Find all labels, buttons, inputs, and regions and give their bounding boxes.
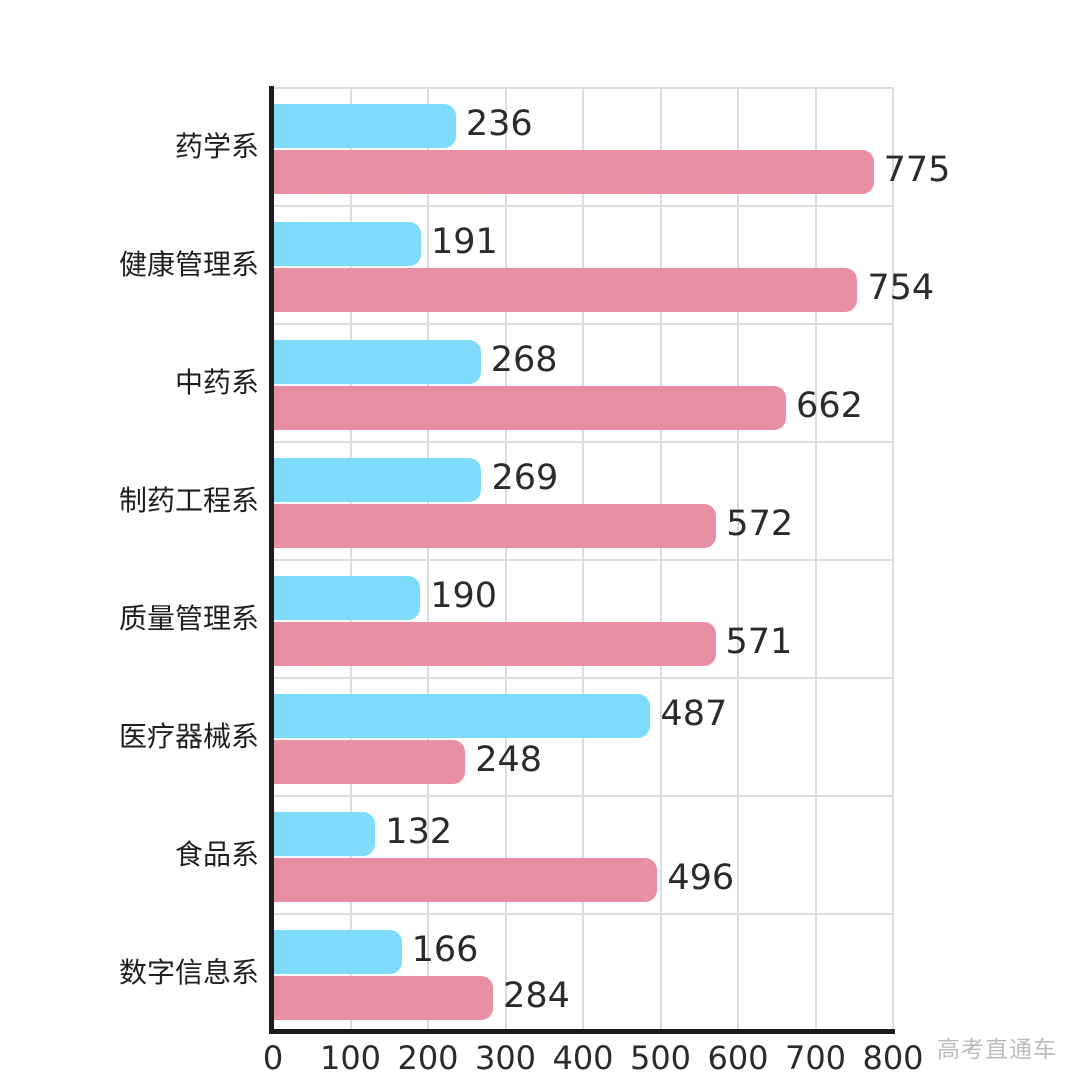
category-label: 中药系: [174, 366, 259, 399]
bar-value-label: 190: [430, 576, 498, 617]
x-tick-label: 100: [319, 1039, 382, 1077]
blue-bar: 132: [273, 812, 452, 856]
category-row: 132 496: [273, 796, 893, 914]
category-label: 健康管理系: [118, 248, 259, 281]
blue-bar: 190: [273, 576, 497, 620]
horizontal-gridline: [273, 87, 893, 89]
bar-value-label: 166: [411, 930, 479, 971]
category-row: 191 754: [273, 206, 934, 324]
blue-bar: 269: [273, 458, 558, 502]
horizontal-gridline: [273, 795, 893, 797]
pink-bar: 248: [273, 740, 542, 784]
category-label: 医疗器械系: [118, 720, 259, 753]
bar-value-label: 775: [883, 150, 951, 191]
x-tick-label: 700: [784, 1039, 847, 1077]
bar-value-label: 268: [490, 340, 558, 381]
category-label: 质量管理系: [118, 602, 259, 635]
x-tick-label: 300: [474, 1039, 537, 1077]
x-tick-label: 600: [707, 1039, 769, 1077]
pink-bar: 754: [273, 268, 934, 312]
category-label: 食品系: [174, 838, 259, 871]
pink-bar: 775: [273, 150, 950, 194]
horizontal-gridline: [273, 323, 893, 325]
bar-value-label: 496: [667, 858, 735, 899]
pink-bar: 572: [273, 504, 793, 548]
category-row: 236 775: [273, 88, 950, 206]
plot-area: 236 775 191 754 268 662 269 572 190 571 487 248 132 4…: [273, 87, 950, 1032]
bar-value-label: 572: [726, 504, 794, 545]
blue-bar: 487: [273, 694, 727, 738]
horizontal-gridline: [273, 677, 893, 679]
bar-value-label: 284: [503, 976, 570, 1017]
x-tick-label: 800: [862, 1039, 924, 1077]
horizontal-gridline: [273, 205, 893, 207]
x-tick-label: 500: [629, 1039, 692, 1077]
category-label: 数字信息系: [118, 956, 259, 989]
category-label: 制药工程系: [118, 484, 259, 517]
blue-bar: 268: [273, 340, 558, 384]
bar-value-label: 269: [491, 458, 559, 499]
category-label: 药学系: [174, 130, 259, 163]
pink-bar: 496: [273, 858, 734, 902]
x-axis-line: [269, 1029, 895, 1034]
bar-value-label: 662: [796, 386, 863, 427]
x-tick-label: 0: [262, 1039, 284, 1077]
blue-bar: 236: [273, 104, 533, 148]
category-row: 190 571: [273, 560, 893, 678]
category-row: 268 662: [273, 324, 893, 442]
pink-bar: 571: [273, 622, 792, 666]
pink-bar: 284: [273, 976, 570, 1020]
x-tick-label: 400: [552, 1039, 614, 1077]
vertical-gridline: [892, 88, 894, 1032]
bar-value-label: 754: [867, 268, 935, 309]
horizontal-gridline: [273, 559, 893, 561]
watermark: 高考直通车: [937, 1037, 1057, 1063]
category-row: 487 248: [273, 678, 893, 796]
bar-value-label: 132: [385, 812, 453, 853]
pink-bar: 662: [273, 386, 863, 430]
blue-bar: 166: [273, 930, 478, 974]
category-row: 269 572: [273, 442, 893, 560]
bar-value-label: 191: [431, 222, 498, 263]
x-tick-label: 200: [397, 1039, 459, 1077]
bar-value-label: 571: [725, 622, 793, 663]
y-axis-line: [269, 86, 274, 1034]
horizontal-gridline: [273, 441, 893, 443]
bar-value-label: 236: [465, 104, 533, 145]
category-row: 166 284: [273, 914, 893, 1032]
bar-value-label: 487: [660, 694, 728, 735]
bar-value-label: 248: [475, 740, 542, 781]
blue-bar: 191: [273, 222, 498, 266]
horizontal-gridline: [273, 913, 893, 915]
